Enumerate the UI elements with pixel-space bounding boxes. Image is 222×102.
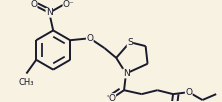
- Text: S: S: [127, 38, 133, 47]
- Text: N: N: [46, 8, 53, 17]
- Text: O: O: [86, 34, 93, 43]
- Text: CH₃: CH₃: [19, 78, 34, 87]
- Text: N: N: [123, 69, 129, 78]
- Text: O: O: [109, 94, 116, 102]
- Text: O: O: [185, 88, 192, 97]
- Text: O⁻: O⁻: [63, 0, 75, 9]
- Text: O: O: [30, 0, 37, 9]
